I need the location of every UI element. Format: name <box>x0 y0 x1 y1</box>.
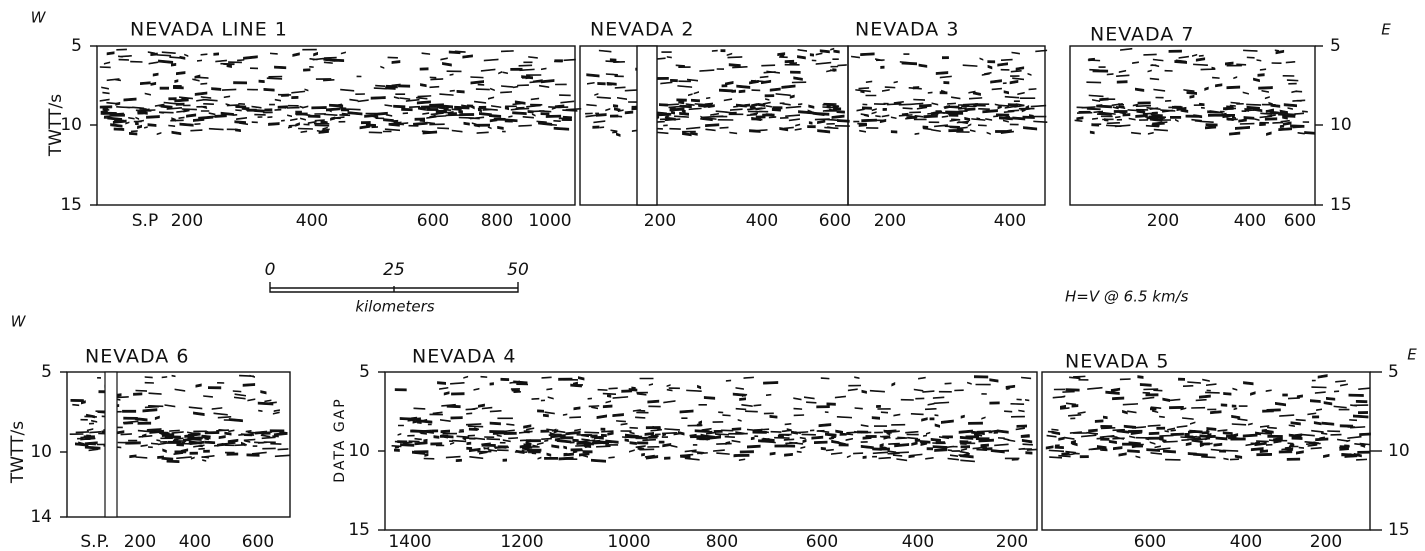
scale-tick-label: 25 <box>383 260 405 280</box>
y-tick-label: 10 <box>1388 441 1410 461</box>
y-tick-label: 15 <box>1330 195 1352 215</box>
x-tick-label: 1000 <box>607 532 650 551</box>
x-tick-label: 600 <box>819 211 851 231</box>
shot-point-label: S.P <box>132 211 158 231</box>
reflectors <box>851 50 1047 135</box>
section-title: NEVADA 2 <box>590 19 694 41</box>
section-title: NEVADA LINE 1 <box>130 19 288 41</box>
x-tick-label: 200 <box>644 211 676 231</box>
figure: NEVADA LINE 1 200 400 600 800 1000 NEVADA 2 200… <box>0 0 1425 551</box>
shot-point-label: S.P. <box>80 532 109 551</box>
data-gap-label: DATA GAP <box>332 397 348 482</box>
y-tick-label: 5 <box>71 36 82 56</box>
x-tick-label: 1000 <box>528 211 571 231</box>
y-tick-label: 10 <box>1330 115 1352 135</box>
x-tick-label: 600 <box>242 532 274 551</box>
section-title: NEVADA 3 <box>855 19 959 41</box>
scale-bar <box>270 282 518 292</box>
east-label: E <box>1407 346 1417 364</box>
x-tick-label: 400 <box>746 211 778 231</box>
y-axis-label: TWTT/s <box>8 421 28 484</box>
x-tick-label: 600 <box>806 532 838 551</box>
reflectors <box>1046 375 1371 461</box>
x-tick-label: 600 <box>1284 211 1316 231</box>
x-tick-label: 1200 <box>500 532 543 551</box>
west-label: W <box>31 9 47 27</box>
reflectors <box>1075 48 1314 135</box>
reflectors <box>392 376 1037 463</box>
x-tick-label: 400 <box>1230 532 1262 551</box>
y-tick-label: 10 <box>60 115 82 135</box>
section-title: NEVADA 7 <box>1090 24 1194 46</box>
x-tick-label: 400 <box>179 532 211 551</box>
y-tick-label: 10 <box>30 442 52 462</box>
section-title: NEVADA 6 <box>85 346 189 368</box>
y-tick-label: 5 <box>1388 362 1399 382</box>
y-tick-label: 10 <box>348 441 370 461</box>
x-tick-label: 200 <box>1310 532 1342 551</box>
y-tick-label: 14 <box>30 507 52 527</box>
y-tick-label: 15 <box>60 195 82 215</box>
gap-box <box>637 46 657 205</box>
velocity-note: H=V @ 6.5 km/s <box>1065 288 1189 306</box>
y-tick-label: 5 <box>1330 36 1341 56</box>
x-tick-label: 200 <box>171 211 203 231</box>
east-label: E <box>1381 21 1391 39</box>
scale-tick-label: 50 <box>507 260 529 280</box>
x-tick-label: 200 <box>996 532 1028 551</box>
x-tick-label: 600 <box>417 211 449 231</box>
gap-box <box>105 372 117 517</box>
x-tick-label: 600 <box>1134 532 1166 551</box>
section-title: NEVADA 4 <box>412 346 516 368</box>
reflectors <box>100 49 581 135</box>
section-title: NEVADA 5 <box>1065 351 1169 373</box>
scale-tick-label: 0 <box>265 260 276 280</box>
reflectors <box>70 375 290 463</box>
x-tick-label: 200 <box>1147 211 1179 231</box>
x-tick-label: 200 <box>124 532 156 551</box>
y-tick-label: 5 <box>359 362 370 382</box>
x-tick-label: 200 <box>874 211 906 231</box>
x-tick-label: 400 <box>296 211 328 231</box>
x-tick-label: 400 <box>994 211 1026 231</box>
west-label: W <box>11 313 27 331</box>
y-tick-label: 15 <box>348 520 370 540</box>
x-tick-label: 800 <box>706 532 738 551</box>
y-tick-label: 15 <box>1388 520 1410 540</box>
x-tick-label: 400 <box>1234 211 1266 231</box>
x-tick-label: 1400 <box>388 532 431 551</box>
x-tick-label: 800 <box>481 211 513 231</box>
reflectors <box>585 48 849 136</box>
x-tick-label: 400 <box>902 532 934 551</box>
scale-unit: kilometers <box>355 298 434 316</box>
y-tick-label: 5 <box>41 362 52 382</box>
